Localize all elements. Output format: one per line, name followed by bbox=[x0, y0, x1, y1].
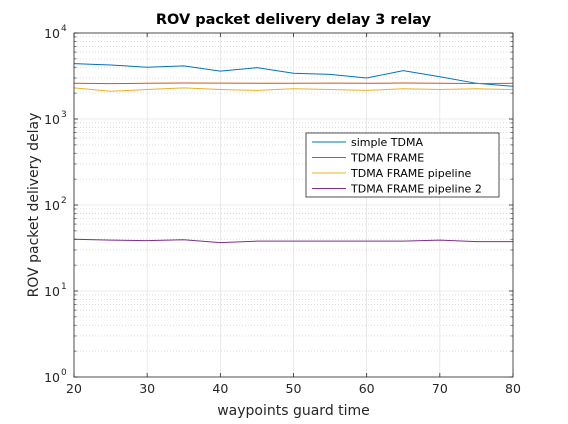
y-tick-exponent: 1 bbox=[61, 282, 67, 292]
x-tick-label: 60 bbox=[359, 381, 375, 396]
x-tick-label: 30 bbox=[139, 381, 155, 396]
chart-title: ROV packet delivery delay 3 relay bbox=[156, 12, 432, 28]
y-tick-label: 10 bbox=[44, 198, 60, 213]
y-tick-exponent: 0 bbox=[61, 368, 67, 378]
legend-label-4: TDMA FRAME pipeline 2 bbox=[350, 183, 482, 196]
x-tick-label: 20 bbox=[66, 381, 82, 396]
series-line-2 bbox=[74, 83, 513, 84]
x-axis-label: waypoints guard time bbox=[217, 403, 370, 419]
y-tick-label: 10 bbox=[44, 112, 60, 127]
x-tick-label: 70 bbox=[432, 381, 448, 396]
y-tick-exponent: 2 bbox=[61, 196, 67, 206]
y-axis-label: ROV packet delivery delay bbox=[26, 113, 42, 298]
x-tick-label: 40 bbox=[212, 381, 228, 396]
legend-label-2: TDMA FRAME bbox=[350, 152, 424, 165]
legend-label-1: simple TDMA bbox=[351, 136, 423, 149]
legend-label-3: TDMA FRAME pipeline bbox=[350, 167, 472, 180]
y-tick-exponent: 4 bbox=[61, 24, 67, 34]
legend: simple TDMA TDMA FRAME TDMA FRAME pipeline… bbox=[306, 133, 499, 197]
y-tick-label: 10 bbox=[44, 284, 60, 299]
y-tick-exponent: 3 bbox=[61, 110, 67, 120]
y-tick-label: 10 bbox=[44, 370, 60, 385]
x-tick-label: 80 bbox=[505, 381, 521, 396]
y-tick-label: 10 bbox=[44, 26, 60, 41]
x-tick-label: 50 bbox=[286, 381, 302, 396]
